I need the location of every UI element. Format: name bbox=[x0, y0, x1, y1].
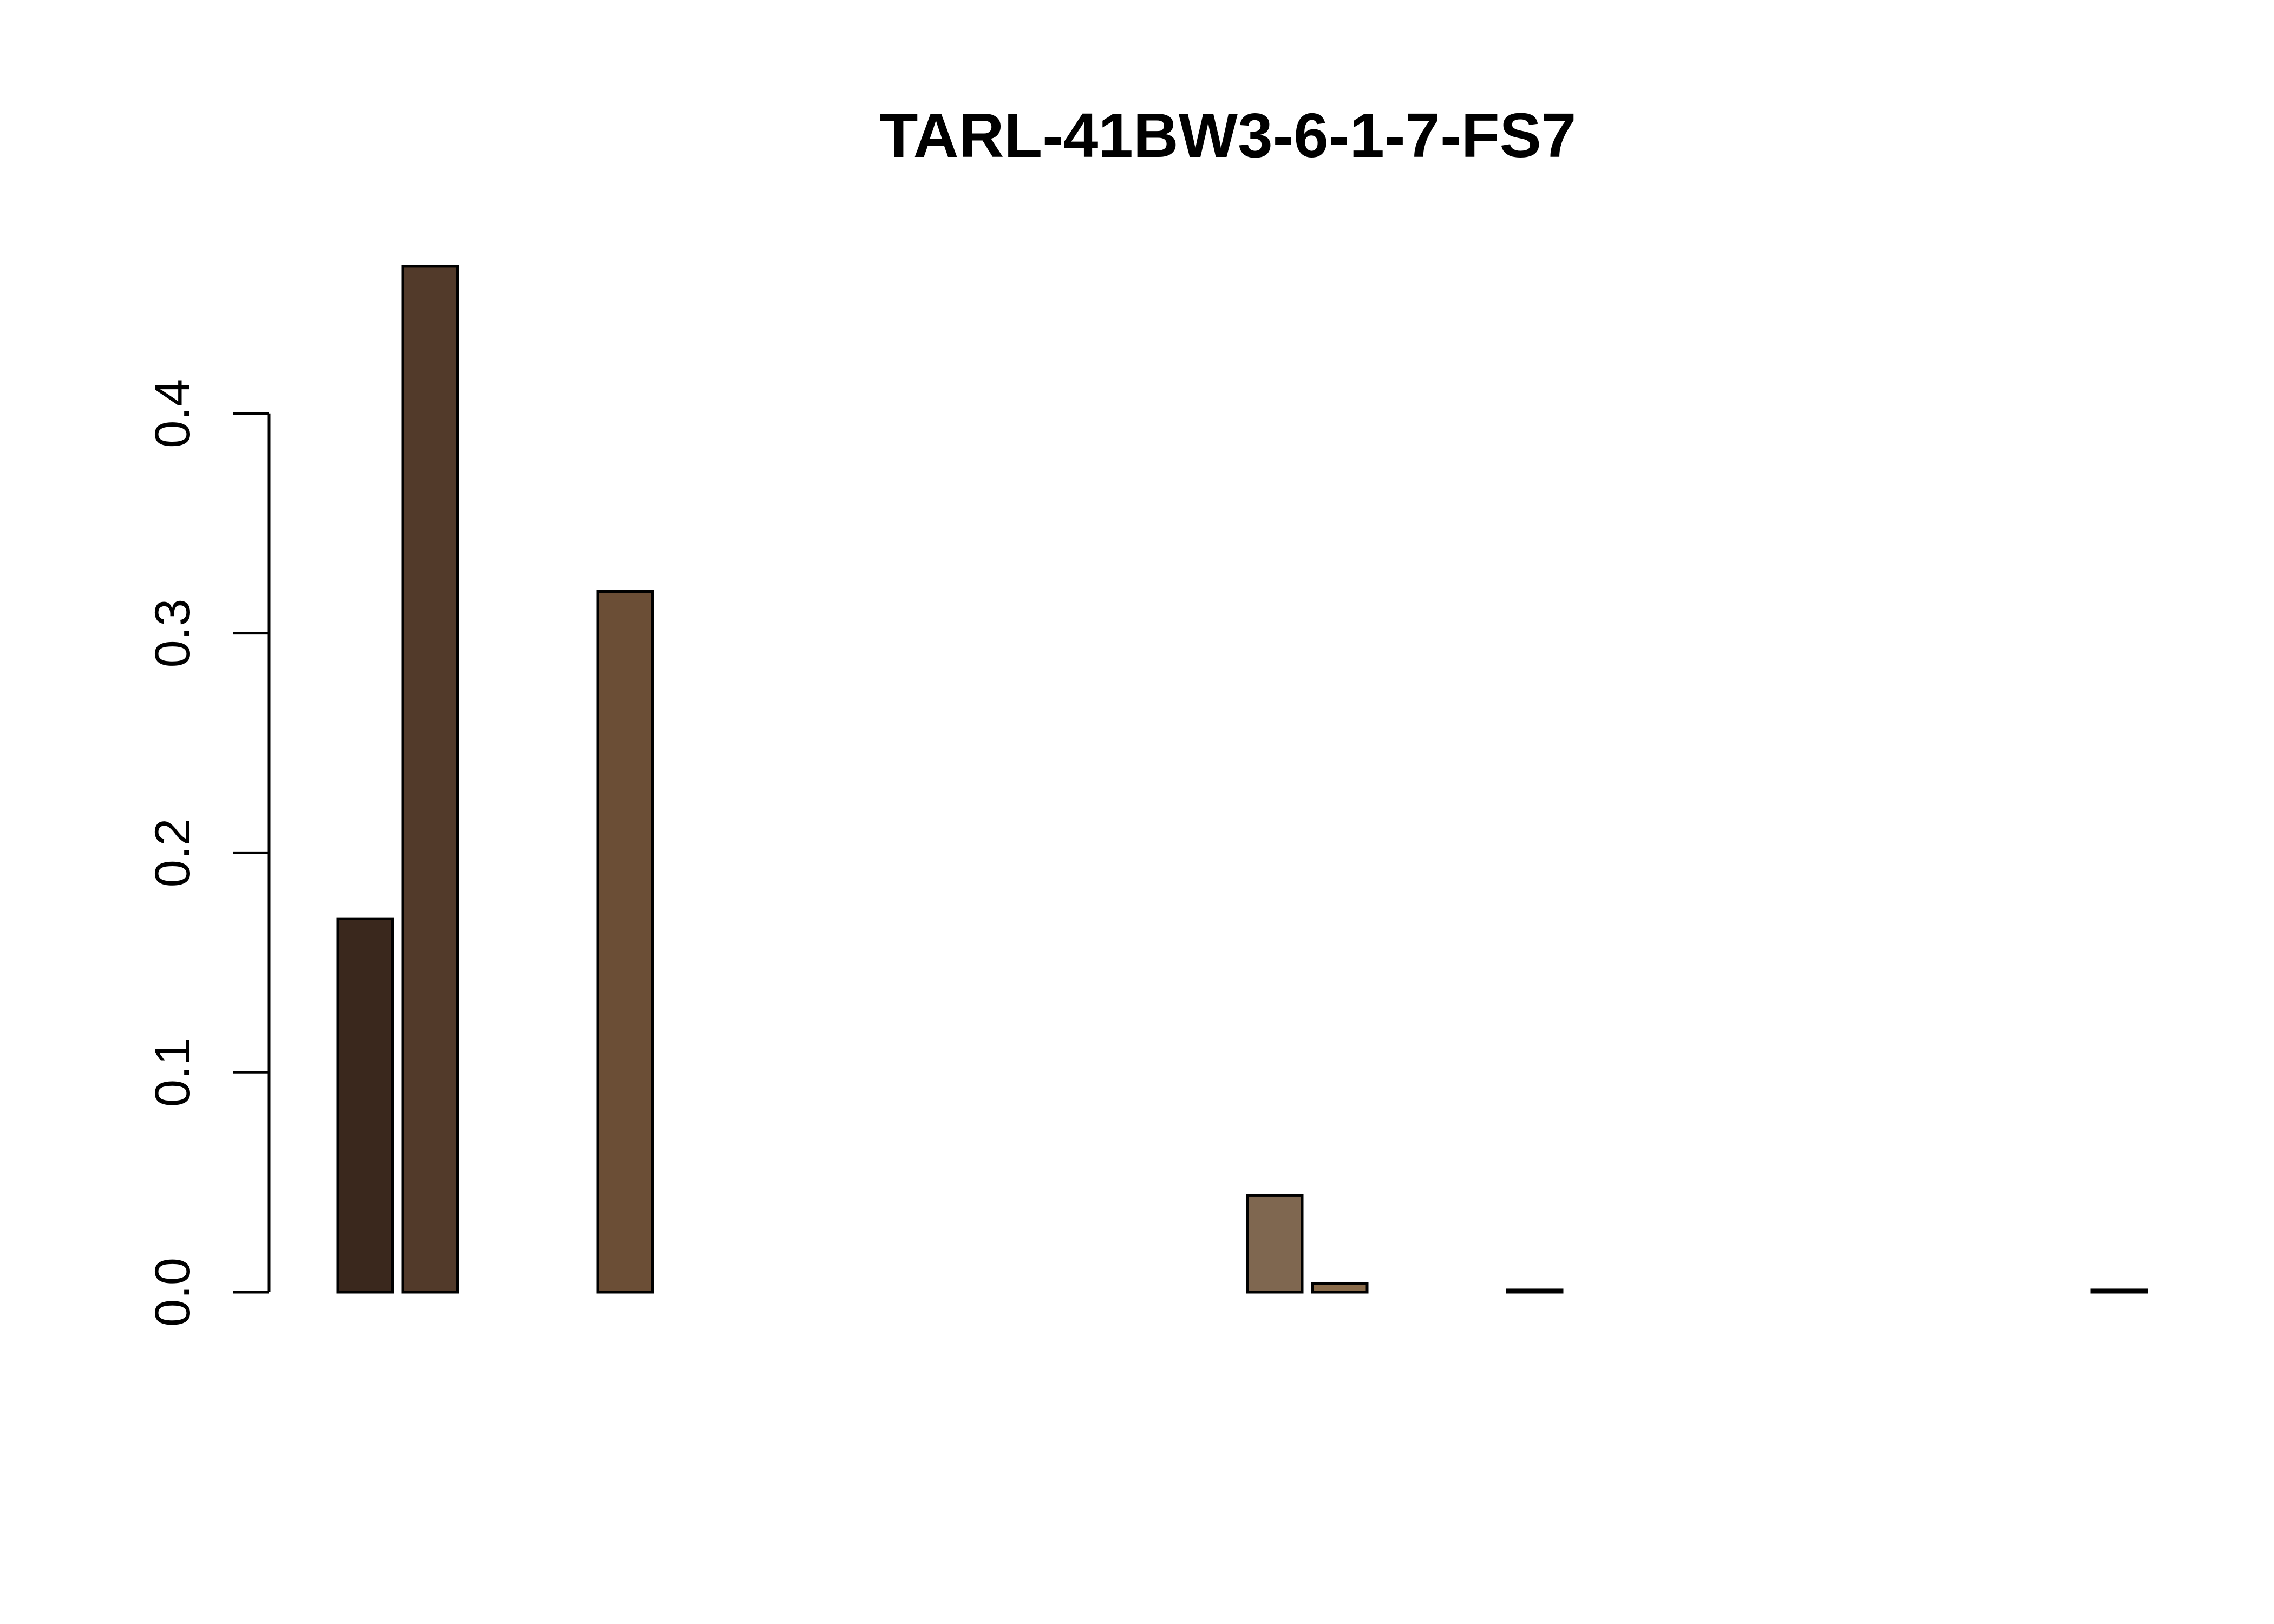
bar bbox=[2090, 1288, 2148, 1294]
y-tick-label: 0.4 bbox=[145, 379, 200, 448]
bar bbox=[596, 590, 654, 1294]
y-axis: 0.0 0.1 0.2 0.3 0.4 bbox=[145, 379, 271, 1327]
bar bbox=[401, 265, 459, 1294]
y-tick-label: 0.0 bbox=[145, 1258, 200, 1327]
bar bbox=[1246, 1194, 1304, 1294]
chart-title: TARL-41BW3-6-1-7-FS7 bbox=[880, 100, 1577, 171]
y-tick-label: 0.2 bbox=[145, 818, 200, 887]
y-tick-label: 0.3 bbox=[145, 599, 200, 668]
bars bbox=[336, 265, 2148, 1294]
bar bbox=[1506, 1288, 1564, 1294]
y-tick-label: 0.1 bbox=[145, 1038, 200, 1107]
bar bbox=[1311, 1282, 1369, 1294]
bar bbox=[336, 917, 394, 1294]
